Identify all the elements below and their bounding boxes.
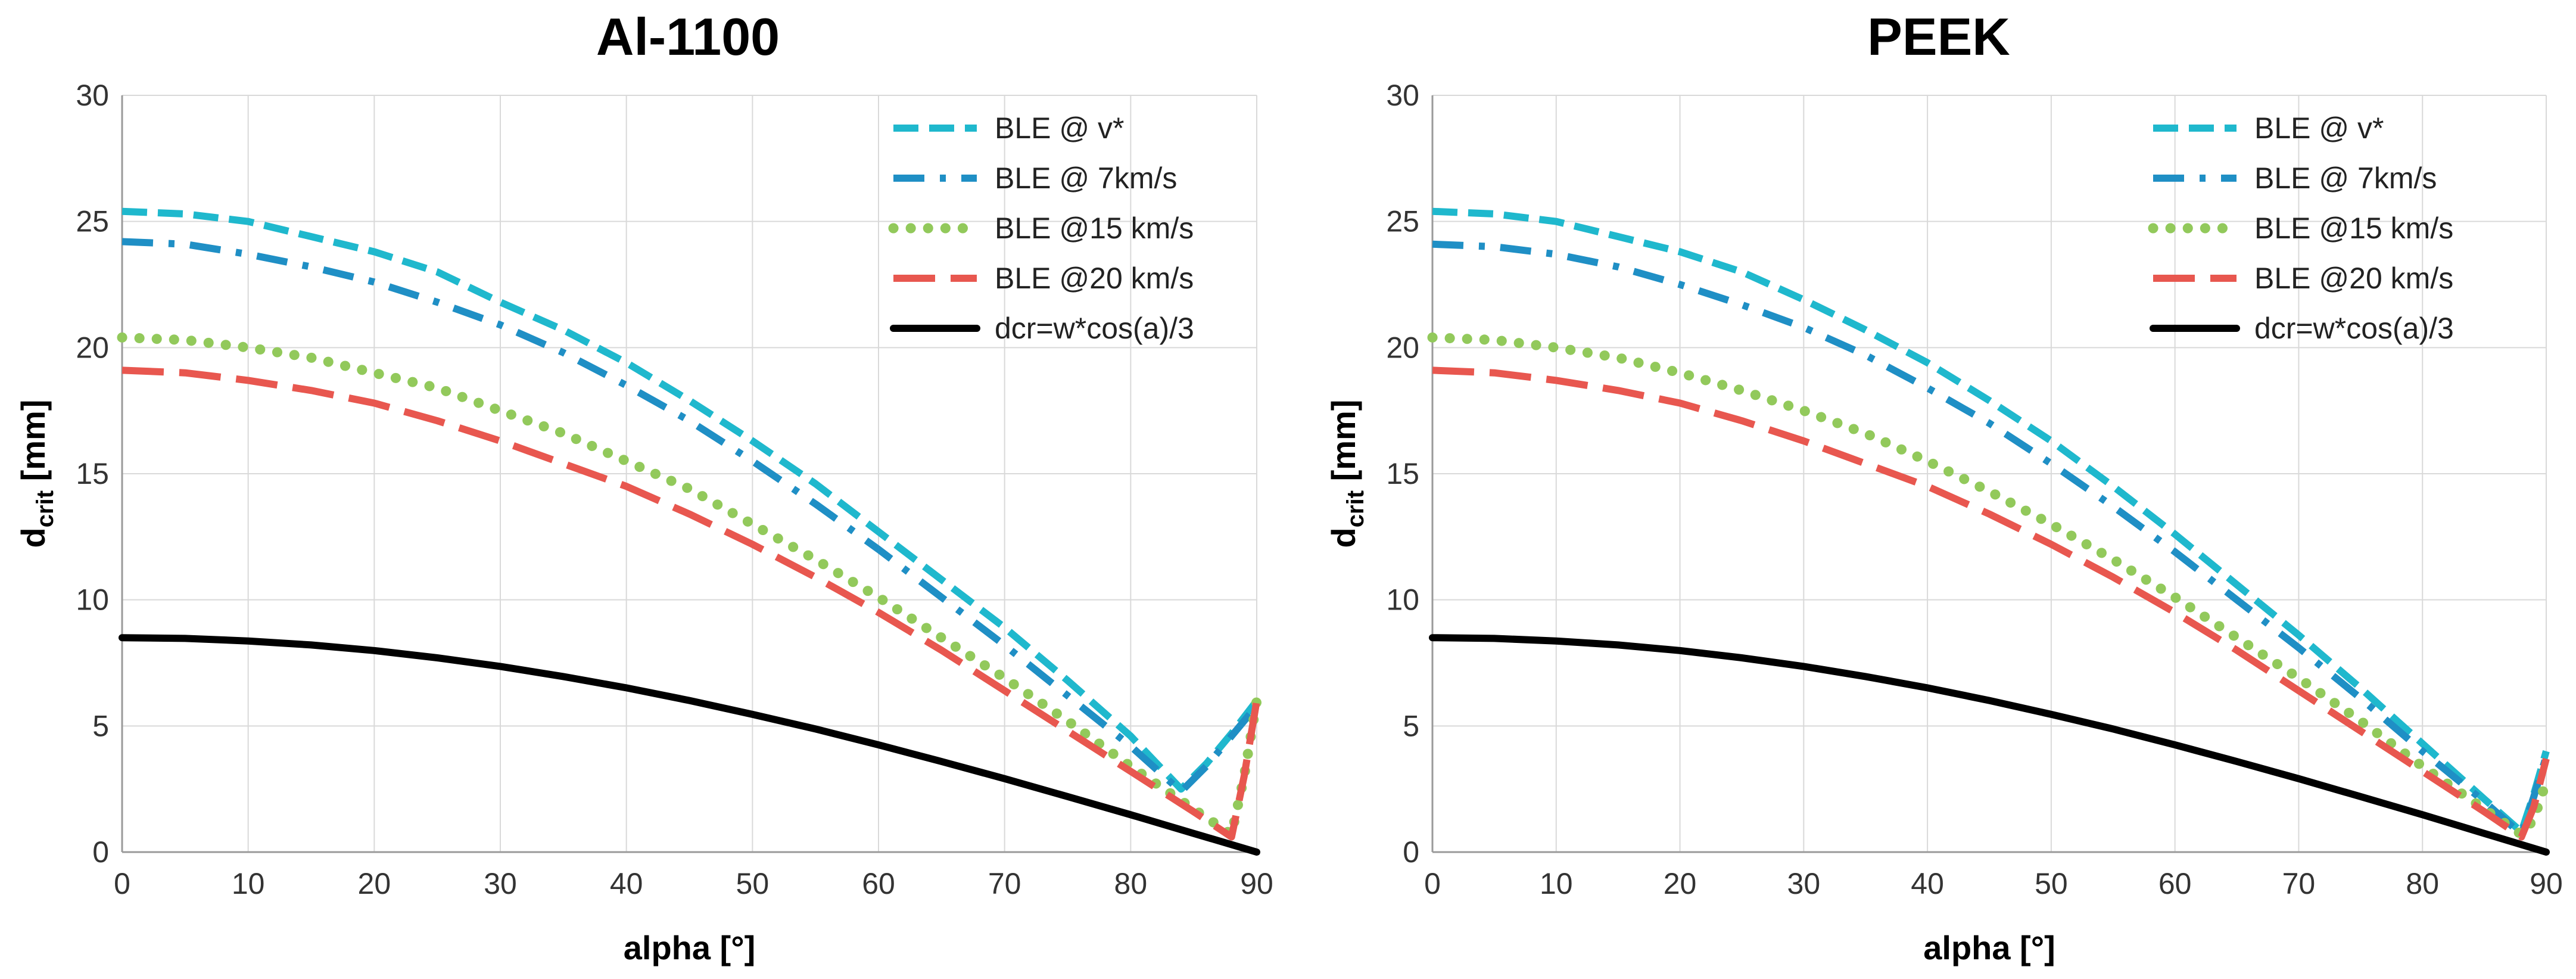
chart-peek: PEEK 0 5 10 15 20 25 30 0 10 20 30 40 50 60 70 80 90 alpha… [1325,7,2563,966]
series-line-ble-7km-s [1432,240,2550,838]
x-tick-label: 0 [114,867,130,900]
x-tick-label: 40 [610,867,643,900]
series-line-dcr-w-cos-a-3 [1429,634,2550,856]
x-tick-label: 20 [1664,867,1697,900]
series-line-ble-v [122,207,1260,793]
x-tick-label: 70 [988,867,1021,900]
x-tick-label: 10 [232,867,265,900]
x-tick-label: 40 [1911,867,1944,900]
y-tick-label: 20 [76,331,109,364]
x-tick-label: 50 [2035,867,2068,900]
chart-title: PEEK [1867,7,2010,66]
series-line-dcr-w-cos-a-3 [119,634,1260,856]
series-line-ble-15-km-s [117,332,1262,840]
y-axis-label-subscript: crit [1342,490,1369,527]
series-line-ble-7km-s [122,238,1260,795]
x-tick-label: 80 [1114,867,1148,900]
y-axis-label-unit: [mm] [1325,400,1362,490]
x-tick-label: 50 [736,867,770,900]
series-line-ble-20-km-s [1432,366,2550,841]
y-tick-label: 0 [1403,835,1419,869]
y-tick-label: 5 [1403,709,1419,742]
legend-label-dcr-w-cos-a-3: dcr=w*cos(a)/3 [995,312,1194,345]
legend-label-ble-15-km-s: BLE @15 km/s [2254,212,2453,245]
x-tick-label: 90 [2530,867,2563,900]
y-tick-label: 0 [92,835,109,869]
legend: BLE @ v* BLE @ 7km/s BLE @15 km/s BLE @20 k… [2148,111,2454,345]
x-tick-label: 30 [1787,867,1821,900]
series-line-ble-v [1432,207,2550,836]
y-tick-label: 10 [76,583,109,617]
x-tick-label: 60 [862,867,895,900]
y-tick-label: 15 [1386,457,1419,490]
x-tick-label: 70 [2282,867,2316,900]
legend-label-ble-7km-s: BLE @ 7km/s [995,161,1177,195]
y-axis-label-subscript: crit [32,490,58,527]
x-tick-label: 30 [484,867,517,900]
x-tick-label: 90 [1240,867,1273,900]
chart-title: Al-1100 [596,7,780,66]
y-axis-label-symbol: d [1325,527,1362,548]
y-tick-label: 15 [76,457,109,490]
legend-label-ble-20-km-s: BLE @20 km/s [995,262,1194,295]
y-tick-label: 25 [1386,205,1419,238]
y-tick-label: 25 [76,205,109,238]
legend-label-ble-20-km-s: BLE @20 km/s [2254,262,2453,295]
y-axis-label-symbol: d [14,527,52,548]
legend-label-ble-v: BLE @ v* [2254,111,2384,145]
legend-label-ble-15-km-s: BLE @15 km/s [995,212,1194,245]
x-tick-label: 0 [1424,867,1441,900]
x-tick-label: 10 [1540,867,1573,900]
series-line-ble-20-km-s [122,366,1260,841]
x-tick-label: 20 [358,867,391,900]
y-tick-label: 30 [76,79,109,112]
y-tick-label: 30 [1386,79,1419,112]
legend-label-dcr-w-cos-a-3: dcr=w*cos(a)/3 [2254,312,2454,345]
x-axis-label: alpha [°] [624,929,756,966]
series-line-ble-15-km-s [1427,332,2552,840]
legend: BLE @ v* BLE @ 7km/s BLE @15 km/s BLE @20 k… [888,111,1194,345]
chart-al-1100: Al-1100 0 5 10 15 20 25 30 0 10 20 30 40 50 60 70 80 90 al… [14,7,1273,966]
y-tick-label: 10 [1386,583,1419,617]
y-axis-label: dcrit [mm] [14,400,58,548]
legend-label-ble-7km-s: BLE @ 7km/s [2254,161,2437,195]
y-tick-label: 5 [92,709,109,742]
y-tick-label: 20 [1386,331,1419,364]
x-axis-label: alpha [°] [1923,929,2055,966]
legend-label-ble-v: BLE @ v* [995,111,1125,145]
y-axis-label-unit: [mm] [14,400,52,490]
x-tick-label: 60 [2158,867,2192,900]
y-axis-label: dcrit [mm] [1325,400,1369,548]
x-tick-label: 80 [2406,867,2439,900]
